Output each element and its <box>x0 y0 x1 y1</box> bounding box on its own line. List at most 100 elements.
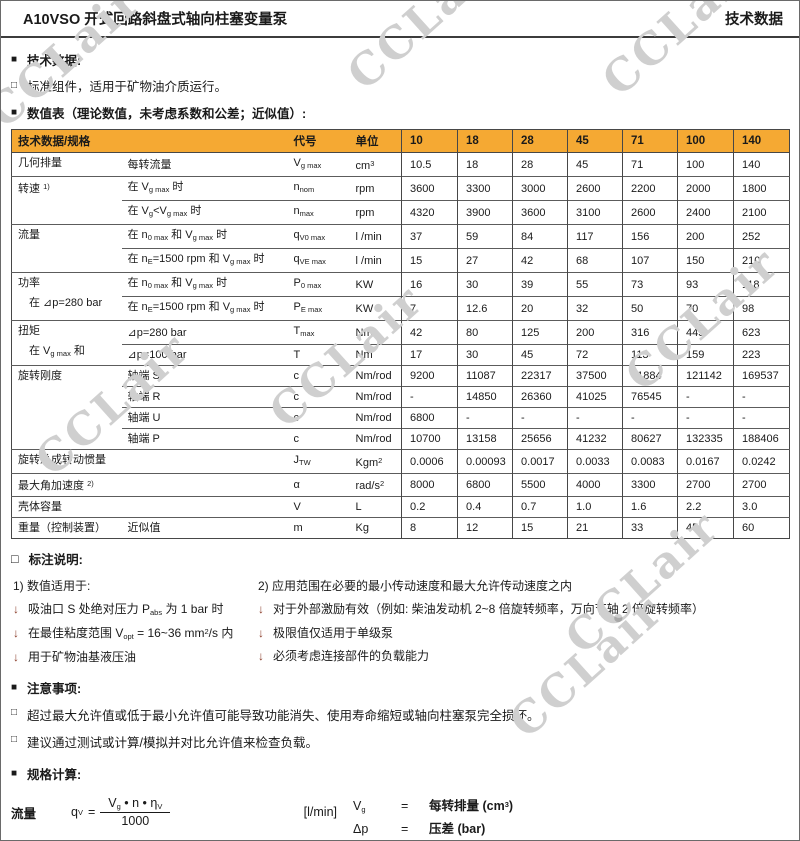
cell-value: 107 <box>622 248 678 273</box>
cell-value: - <box>677 386 734 408</box>
row-label: 壳体容量 <box>11 496 288 518</box>
cell-value: 28 <box>512 152 568 177</box>
row-symbol: c <box>287 365 350 387</box>
cell-value: 140 <box>733 152 790 177</box>
row-unit: rpm <box>349 200 402 225</box>
cell-value: 4000 <box>567 473 623 497</box>
row-unit: Kgm2 <box>349 449 402 474</box>
row-symbol: qVE max <box>287 248 350 273</box>
cell-value: - <box>401 386 458 408</box>
table-row: 扭矩在 Vg max 和 ⊿p=280 bar Tmax Nm 42 80 125 200 31… <box>11 320 790 366</box>
row-symbol: T <box>287 344 350 366</box>
row-condition: 每转流量 <box>121 152 288 177</box>
section-heading-tech-data: ■ 技术数据: <box>11 50 789 69</box>
row-symbol: c <box>287 428 350 450</box>
cell-value: 32 <box>567 296 623 321</box>
row-symbol: V <box>287 496 350 518</box>
section-heading-value-table: ■ 数值表（理论数值，未考虑系数和公差；近似值）: <box>11 103 789 122</box>
cell-value: 100 <box>677 152 734 177</box>
cell-value: 0.0006 <box>401 449 458 474</box>
formula-unit: [l/min] <box>303 805 337 820</box>
down-arrow-icon: ↓ <box>13 602 19 616</box>
cell-value: 30 <box>457 272 513 297</box>
cell-value: 118 <box>733 272 790 297</box>
filled-square-icon: ■ <box>11 106 18 118</box>
cell-value: - <box>733 407 790 429</box>
filled-square-icon: ■ <box>11 767 18 779</box>
cell-value: 39 <box>512 272 568 297</box>
cell-value: 6800 <box>401 407 458 429</box>
row-unit: rad/s2 <box>349 473 402 497</box>
row-label: 功率在 ⊿p=280 bar <box>11 272 122 321</box>
cell-value: - <box>677 407 734 429</box>
cell-value: 3600 <box>512 200 568 225</box>
row-unit: l /min <box>349 224 402 249</box>
cell-value: 150 <box>677 248 734 273</box>
cell-value: 84 <box>512 224 568 249</box>
row-condition: 轴端 S <box>121 365 288 387</box>
cell-value: - <box>733 386 790 408</box>
column-header: 45 <box>567 129 623 153</box>
table-row: 最大角加速度 2) α rad/s2 8000 6800 5500 4000 3300 2700… <box>11 473 790 497</box>
cell-value: 2600 <box>622 200 678 225</box>
cell-value: - <box>457 407 513 429</box>
cell-value: - <box>567 407 623 429</box>
row-label: 旋转总成转动惯量 <box>11 449 288 474</box>
cell-value: 8000 <box>401 473 458 497</box>
section-heading-label: 注意事项: <box>27 682 82 697</box>
row-unit: KW <box>349 272 402 297</box>
cell-value: 0.0167 <box>677 449 734 474</box>
cell-value: 25656 <box>512 428 568 450</box>
cell-value: 6800 <box>457 473 513 497</box>
row-symbol: PE max <box>287 296 350 321</box>
cell-value: 2400 <box>677 200 734 225</box>
cell-value: 33 <box>622 517 678 539</box>
spec-table: 技术数据/规格 代号 单位 10 18 28 45 71 100 140 几何排量 每转流量 Vg m… <box>11 129 791 539</box>
cell-value: 21 <box>567 517 623 539</box>
section-heading-label: 数值表（理论数值，未考虑系数和公差；近似值）: <box>27 107 307 121</box>
row-unit: cm3 <box>349 152 402 177</box>
open-square-icon: □ <box>11 734 18 746</box>
cell-value: 42 <box>401 320 458 345</box>
cell-value: 2.2 <box>677 496 734 518</box>
cell-value: 3100 <box>567 200 623 225</box>
table-row: 流量在 n0 max 和 Vg max 时 qV0 max l /min 37 59 84… <box>11 224 790 273</box>
legend-row: Vg = 每转排量 (cm3) <box>353 800 789 814</box>
row-unit: KW <box>349 296 402 321</box>
cell-value: 37500 <box>567 365 623 387</box>
cell-value: 0.0033 <box>567 449 623 474</box>
cell-value: 1.0 <box>567 496 623 518</box>
cell-value: 252 <box>733 224 790 249</box>
cell-value: 30 <box>457 344 513 366</box>
row-condition: ⊿p=100 bar <box>121 344 288 366</box>
cell-value: 445 <box>677 320 734 345</box>
cell-value: 10700 <box>401 428 458 450</box>
row-unit: Kg <box>349 517 402 539</box>
cell-value: 2100 <box>733 200 790 225</box>
section-heading-label: 规格计算: <box>27 768 82 783</box>
row-symbol: nmax <box>287 200 350 225</box>
cell-value: 98 <box>733 296 790 321</box>
open-square-icon: □ <box>11 707 18 719</box>
cell-value: 45 <box>567 152 623 177</box>
legend-symbol: Vg <box>353 799 366 815</box>
filled-square-icon: ■ <box>11 53 18 65</box>
cell-value: 0.00093 <box>457 449 513 474</box>
cell-value: 113 <box>622 344 678 366</box>
cell-value: 10.5 <box>401 152 458 177</box>
table-row: 重量（控制装置） 近似值 m Kg 8 12 15 21 33 45 60 <box>11 517 790 539</box>
column-header: 单位 <box>349 129 402 153</box>
table-row: 在 nE=1500 rpm 和 Vg max 时 PE max KW 7 12.6 20 3… <box>12 296 790 321</box>
symbol-legend: Vg=每转排量 (cm3)Δp=压差 (bar)n=转速 (rpm)ηV=容积效… <box>353 791 789 840</box>
note-text: 吸油口 S 处绝对压力 Pabs 为 1 bar 时 <box>28 602 224 617</box>
page-title: A10VSO 开式回路斜盘式轴向柱塞变量泵 <box>23 12 288 28</box>
cell-value: 71884 <box>622 365 678 387</box>
legend-description: 每转排量 (cm3) <box>429 799 514 814</box>
row-condition: 在 Vg<Vg max 时 <box>121 200 288 225</box>
row-unit: Nm/rod <box>349 365 402 387</box>
cell-value: 72 <box>567 344 623 366</box>
down-arrow-icon: ↓ <box>13 625 19 640</box>
